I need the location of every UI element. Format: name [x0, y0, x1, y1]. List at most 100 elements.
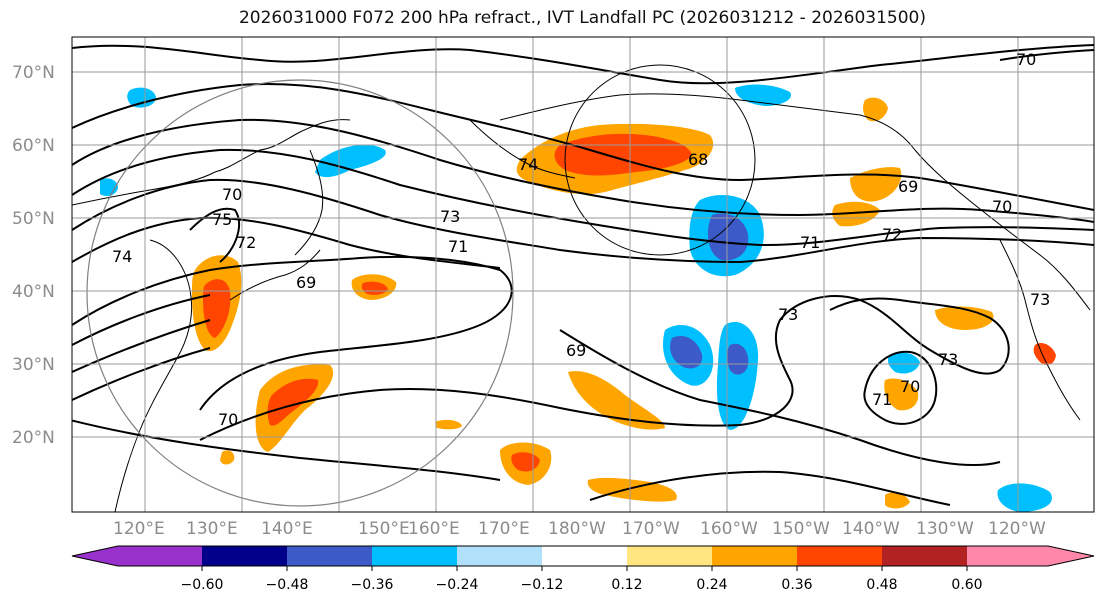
longitude-labels: 120°E 130°E 140°E 150°E 160°E 170°E 180°…	[113, 519, 1046, 539]
colorbar-tick-label: 0.24	[696, 577, 727, 593]
colorbar-segment	[882, 546, 967, 566]
colorbar-tick-label: 0.60	[951, 577, 982, 593]
contour-line	[72, 83, 1094, 211]
lat-label: 60°N	[12, 136, 55, 156]
refractivity-contours	[72, 44, 1094, 506]
lat-label: 30°N	[12, 355, 55, 375]
coast-na-west	[999, 239, 1081, 421]
lon-label: 160°E	[408, 519, 460, 539]
shade-darkblue-mid2	[727, 343, 749, 375]
contour-label: 72	[882, 225, 902, 244]
colorbar-segment	[72, 546, 202, 566]
map-title: 2026031000 F072 200 hPa refract., IVT La…	[238, 8, 926, 28]
contour-label: 73	[1030, 290, 1050, 309]
contour-label: 70	[218, 410, 238, 429]
shade-orange-pnw	[832, 201, 880, 227]
lon-label: 140°E	[261, 519, 313, 539]
colorbar-tick-label: 0.12	[611, 577, 642, 593]
lat-label: 40°N	[12, 282, 55, 302]
lon-label: 120°E	[113, 519, 165, 539]
shade-orange-small2	[220, 450, 235, 465]
colorbar-segment	[712, 546, 797, 566]
lon-label: 130°E	[186, 519, 238, 539]
contour-label: 69	[898, 177, 918, 196]
lon-label: 120°W	[988, 519, 1046, 539]
colorbar-tick-label: −0.24	[436, 577, 479, 593]
shade-red-japan	[203, 279, 231, 338]
contour-label: 74	[518, 155, 538, 174]
contour-line	[863, 350, 938, 425]
lat-label: 20°N	[12, 428, 55, 448]
contour-line	[72, 319, 211, 373]
colorbar-tick-label: 0.36	[781, 577, 812, 593]
colorbar-segment	[202, 546, 287, 566]
contour-label: 73	[938, 350, 958, 369]
contour-line	[199, 295, 1010, 441]
contour-label: 74	[112, 247, 132, 266]
contour-label: 70	[900, 377, 920, 396]
colorbar-segment	[797, 546, 882, 566]
contour-line	[72, 347, 211, 401]
lon-label: 180°W	[548, 519, 606, 539]
shade-red-pacific-west	[267, 378, 319, 426]
coast-alaska	[499, 93, 1091, 311]
contour-line	[589, 470, 951, 506]
colorbar-tick-label: −0.48	[266, 577, 309, 593]
coast-asia	[72, 119, 351, 512]
shade-orange-small1	[435, 419, 462, 430]
gridlines	[72, 37, 1094, 512]
shade-blue-siberia	[127, 87, 156, 108]
contour-line	[72, 44, 1094, 85]
contour-label: 70	[222, 185, 242, 204]
coast-kamchatka	[294, 149, 324, 256]
contour-line	[72, 216, 501, 269]
shade-blue-west-siberia	[100, 178, 118, 196]
latitude-labels: 70°N 60°N 50°N 40°N 30°N 20°N	[12, 63, 55, 448]
contour-line	[72, 178, 1094, 264]
shade-blue-bering	[315, 144, 386, 178]
coast-chukotka	[469, 119, 576, 179]
shade-red-mid	[361, 281, 388, 295]
colorbar-segment	[372, 546, 457, 566]
shade-darkblue-mid1	[670, 335, 703, 369]
lat-label: 50°N	[12, 209, 55, 229]
lon-label: 130°W	[916, 519, 974, 539]
contour-label: 69	[566, 341, 586, 360]
shade-orange-central-pacific	[568, 371, 665, 430]
contour-label: 68	[688, 150, 708, 169]
contour-label: 70	[992, 197, 1012, 216]
contour-line	[559, 329, 1001, 467]
colorbar-segment	[457, 546, 542, 566]
colorbar-segment	[967, 546, 1094, 566]
colorbar-tick-label: −0.12	[521, 577, 564, 593]
lon-label: 160°W	[700, 519, 758, 539]
shade-blue-hawaii	[887, 352, 920, 374]
colorbar-outline	[71, 545, 1095, 567]
lon-label: 150°E	[358, 519, 410, 539]
contour-label: 72	[236, 233, 256, 252]
contour-label: 71	[448, 237, 468, 256]
colorbar-segment	[287, 546, 372, 566]
lon-label: 140°W	[842, 519, 900, 539]
lon-label: 170°E	[478, 519, 530, 539]
shade-orange-small3	[885, 492, 910, 509]
shade-darkblue-alaska-gulf	[707, 213, 749, 261]
contour-label: 69	[296, 273, 316, 292]
lon-label: 150°W	[772, 519, 830, 539]
colorbar-tick-label: −0.60	[181, 577, 224, 593]
landfall-circle-alaska	[564, 64, 756, 256]
contour-line	[72, 255, 513, 411]
contour-line	[72, 118, 1094, 223]
lat-label: 70°N	[12, 63, 55, 83]
colorbar-tick-label: −0.36	[351, 577, 394, 593]
colorbar-segment	[627, 546, 712, 566]
contour-line	[72, 294, 211, 346]
shade-red-bering-sea	[554, 133, 692, 176]
coastlines	[72, 93, 1091, 512]
lon-label: 170°W	[622, 519, 680, 539]
colorbar: −0.60 −0.48 −0.36 −0.24 −0.12 0.12 0.24 …	[71, 545, 1095, 593]
contour-label: 75	[212, 210, 232, 229]
contour-label: 73	[778, 305, 798, 324]
contour-label: 71	[872, 390, 892, 409]
